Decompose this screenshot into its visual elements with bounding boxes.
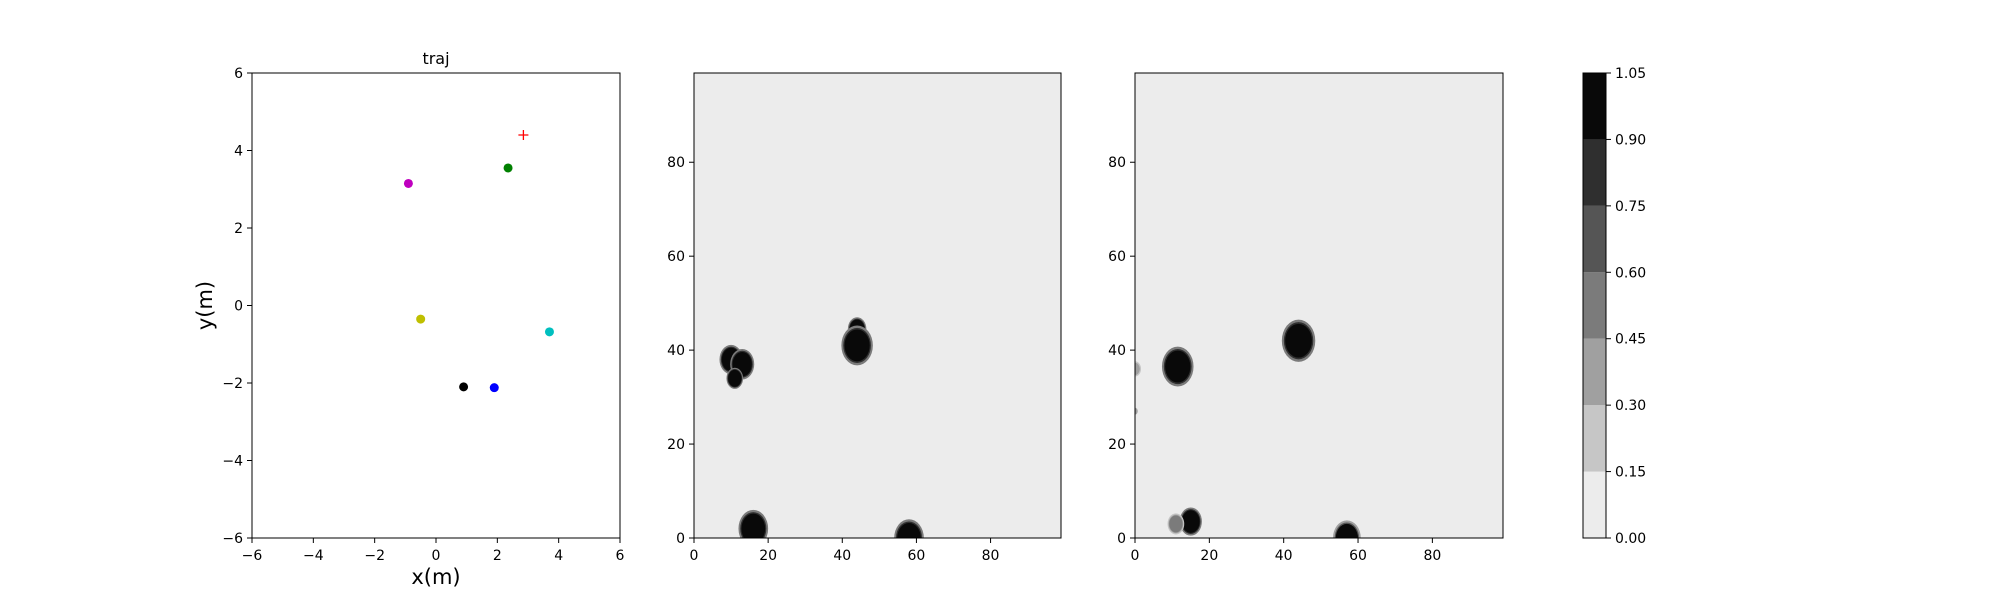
- x-tick-label: −6: [242, 548, 263, 564]
- colorbar-band: [1583, 73, 1606, 140]
- x-tick-label: 6: [616, 548, 625, 564]
- y-tick-label: 60: [667, 249, 685, 265]
- colorbar-band: [1583, 139, 1606, 206]
- x-tick-label: −4: [303, 548, 324, 564]
- y-tick-label: −2: [222, 376, 243, 392]
- x-tick-label: 80: [982, 548, 1000, 564]
- colorbar-band: [1583, 205, 1606, 273]
- x-tick-label: 60: [908, 548, 926, 564]
- colorbar-band: [1583, 471, 1606, 538]
- y-tick-label: −4: [222, 454, 243, 470]
- occupancy-blob: [741, 513, 766, 538]
- heatmap-field: [694, 73, 1061, 538]
- x-tick-label: 2: [493, 548, 502, 564]
- heatmap-background: [694, 73, 1061, 538]
- x-tick-label: 80: [1423, 548, 1441, 564]
- y-tick-label: 20: [1108, 437, 1126, 453]
- y-tick-label: 40: [667, 343, 685, 359]
- goal-marker: [518, 130, 529, 140]
- colorbar-band: [1583, 405, 1606, 472]
- y-tick-label: 6: [234, 66, 243, 82]
- x-tick-label: 0: [1131, 548, 1140, 564]
- colorbar-tick-label: 0.15: [1615, 465, 1646, 481]
- x-tick-label: 0: [432, 548, 441, 564]
- y-tick-label: 60: [1108, 249, 1126, 265]
- occupancy-blob: [844, 329, 870, 362]
- plot-frame: [251, 72, 621, 539]
- trajectory-plot: −6 −4 −2 0 2 4 6 −6 −4 −2 0 2 4 6 traj x(m) y(m): [193, 49, 625, 589]
- trajectory-point: [503, 163, 513, 173]
- x-tick-label: 20: [1200, 548, 1218, 564]
- occupancy-blob: [1135, 362, 1140, 376]
- x-tick-label: 4: [554, 548, 563, 564]
- occupancy-blob: [1335, 523, 1359, 538]
- trajectory-point: [544, 327, 554, 337]
- occupancy-blob: [1181, 510, 1200, 533]
- plot-frame: [693, 72, 1062, 539]
- y-tick-label: 0: [1117, 531, 1126, 547]
- occupancy-blob: [1165, 350, 1191, 383]
- plot-title: traj: [422, 49, 449, 68]
- occupancy-blob: [897, 522, 921, 538]
- trajectory-point: [416, 314, 426, 324]
- occupancy-blob: [1135, 407, 1138, 415]
- x-tick-label: 40: [833, 548, 851, 564]
- x-tick-label: 40: [1275, 548, 1293, 564]
- heatmap-background: [1135, 73, 1503, 538]
- occupancy-map-2: 0 20 40 60 80 0 20 40 60 80: [1108, 72, 1504, 564]
- y-axis-label: y(m): [193, 281, 217, 330]
- occupancy-map-1: 0 20 40 60 80 0 20 40 60 80: [667, 72, 1062, 564]
- x-tick-label: 0: [690, 548, 699, 564]
- colorbar-tick-label: 0.90: [1615, 132, 1646, 148]
- colorbar-tick-label: 0.30: [1615, 398, 1646, 414]
- colorbar: 0.00 0.15 0.30 0.45 0.60 0.75 0.90 1.05: [1582, 66, 1646, 547]
- occupancy-blob: [1285, 323, 1312, 358]
- x-tick-label: 60: [1349, 548, 1367, 564]
- y-tick-label: 20: [667, 437, 685, 453]
- y-tick-label: 2: [234, 221, 243, 237]
- occupancy-blob: [728, 369, 742, 387]
- y-tick-label: 4: [234, 144, 243, 160]
- y-tick-label: −6: [222, 531, 243, 547]
- y-tick-label: 0: [234, 299, 243, 315]
- colorbar-tick-label: 0.00: [1615, 531, 1646, 547]
- colorbar-tick-label: 0.60: [1615, 265, 1646, 281]
- y-tick-label: 40: [1108, 343, 1126, 359]
- trajectory-point: [489, 383, 499, 393]
- heatmap-field: [1135, 73, 1503, 538]
- plot-area: [252, 73, 620, 538]
- occupancy-blob: [1169, 515, 1183, 533]
- y-tick-label: 0: [676, 531, 685, 547]
- colorbar-tick-label: 0.45: [1615, 332, 1646, 348]
- colorbar-band: [1583, 272, 1606, 339]
- x-axis-label: x(m): [411, 565, 460, 589]
- y-tick-label: 80: [667, 155, 685, 171]
- trajectory-point: [403, 178, 413, 188]
- colorbar-band: [1583, 338, 1606, 406]
- colorbar-tick-label: 1.05: [1615, 66, 1646, 82]
- x-tick-label: 20: [759, 548, 777, 564]
- trajectory-point: [459, 382, 469, 392]
- x-tick-label: −2: [364, 548, 385, 564]
- colorbar-tick-label: 0.75: [1615, 199, 1646, 215]
- colorbar-frame: [1582, 72, 1607, 539]
- y-tick-label: 80: [1108, 155, 1126, 171]
- plot-frame: [1134, 72, 1504, 539]
